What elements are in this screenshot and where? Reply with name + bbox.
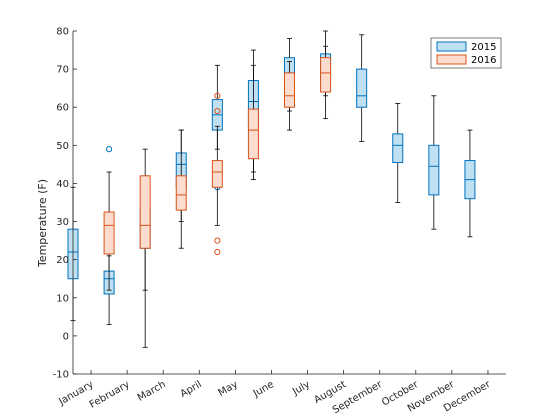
legend: 2015 2016 bbox=[430, 37, 502, 69]
box-iqr-2016-may bbox=[247, 108, 259, 160]
legend-swatch-2016 bbox=[436, 54, 467, 65]
y-tick-label-30: 30 bbox=[56, 217, 69, 228]
box-2016-april bbox=[211, 92, 223, 256]
y-tick-label-80: 80 bbox=[56, 27, 69, 38]
y-tick-label-60: 60 bbox=[56, 103, 69, 114]
outlier-2015-february-1 bbox=[105, 146, 113, 153]
box-2016-june bbox=[284, 61, 295, 131]
legend-label-2015: 2015 bbox=[471, 42, 496, 53]
box-2015-october bbox=[392, 103, 404, 203]
box-iqr-2016-february bbox=[139, 175, 151, 249]
y-tick-label-50: 50 bbox=[56, 141, 69, 152]
box-iqr-2015-september bbox=[356, 68, 368, 108]
box-2016-january bbox=[103, 171, 115, 291]
outlier-2016-april-3 bbox=[214, 92, 221, 99]
y-tick-label-70: 70 bbox=[56, 65, 69, 76]
box-iqr-2016-april bbox=[211, 160, 223, 188]
legend-label-2016: 2016 bbox=[471, 55, 496, 66]
box-layer bbox=[67, 30, 476, 348]
outlier-2016-april-0 bbox=[214, 248, 221, 256]
y-tick-label--10: -10 bbox=[53, 370, 69, 381]
legend-swatch-2015 bbox=[436, 41, 467, 52]
box-2016-february bbox=[139, 148, 151, 348]
box-2015-november bbox=[428, 95, 440, 230]
box-2016-july bbox=[320, 30, 332, 120]
box-2016-march bbox=[175, 129, 187, 249]
y-tick-label-40: 40 bbox=[56, 179, 69, 190]
y-tick-label-20: 20 bbox=[56, 255, 69, 266]
box-iqr-2016-january bbox=[103, 211, 115, 255]
box-iqr-2015-november bbox=[428, 144, 440, 196]
box-iqr-2016-march bbox=[175, 175, 187, 211]
outlier-2016-april-2 bbox=[214, 107, 221, 115]
box-2015-december bbox=[464, 129, 476, 238]
box-2016-may bbox=[247, 49, 259, 181]
y-axis-label: Temperature (F) bbox=[36, 179, 49, 268]
box-iqr-2016-june bbox=[284, 72, 295, 108]
y-tick-label-0: 0 bbox=[63, 331, 69, 342]
outlier-2016-april-1 bbox=[214, 237, 221, 244]
box-2015-september bbox=[356, 34, 368, 142]
box-iqr-2015-october bbox=[392, 133, 404, 163]
box-iqr-2016-july bbox=[320, 57, 332, 93]
y-tick-label-10: 10 bbox=[56, 293, 69, 304]
